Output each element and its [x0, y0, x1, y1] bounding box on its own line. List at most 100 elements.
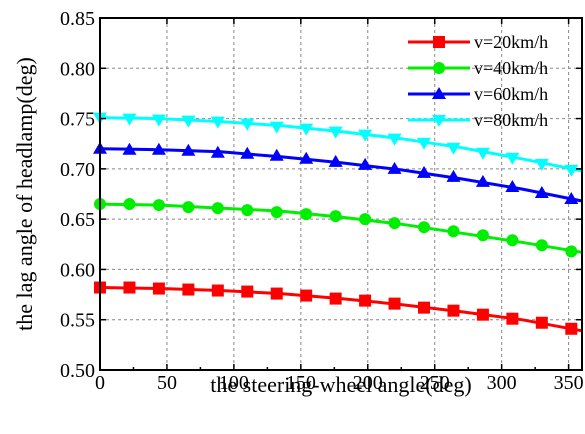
data-point	[387, 133, 402, 146]
x-tick-label: 350	[554, 372, 584, 394]
x-tick-label: 100	[219, 372, 249, 394]
data-point	[299, 123, 314, 136]
data-point	[506, 234, 519, 247]
data-point	[241, 204, 254, 217]
x-tick-label: 50	[157, 372, 177, 394]
data-point	[564, 192, 579, 205]
data-point	[329, 210, 342, 223]
y-tick-label: 0.65	[60, 209, 95, 231]
data-point	[240, 146, 255, 159]
series-3	[93, 141, 583, 205]
legend-entry: v=40km/h	[408, 58, 548, 78]
data-point	[417, 137, 432, 150]
data-point	[240, 118, 255, 131]
x-tick-label: 300	[487, 372, 517, 394]
legend-marker	[433, 62, 445, 74]
data-point	[269, 148, 284, 161]
series-lines	[93, 112, 583, 335]
x-tick-label: 0	[95, 372, 105, 394]
data-point	[122, 142, 137, 155]
data-point	[417, 165, 432, 178]
data-point	[151, 114, 166, 127]
data-point	[329, 292, 342, 305]
y-tick-label: 0.60	[60, 259, 95, 281]
data-point	[535, 316, 548, 329]
data-point	[182, 201, 195, 214]
data-point	[387, 161, 402, 174]
legend-marker	[433, 36, 445, 48]
legend-entry: v=20km/h	[408, 32, 548, 52]
data-point	[270, 287, 283, 300]
data-point	[328, 154, 343, 167]
data-point	[447, 225, 460, 238]
y-tick-label: 0.80	[60, 58, 95, 80]
plot-frame	[99, 17, 583, 371]
legend-label: v=20km/h	[474, 32, 548, 52]
data-point	[359, 213, 372, 226]
data-point	[565, 245, 578, 258]
data-point	[270, 206, 283, 219]
x-tick-label: 150	[286, 372, 316, 394]
data-point	[123, 281, 136, 294]
data-point	[446, 142, 461, 155]
data-point	[211, 284, 224, 297]
y-tick-label: 0.70	[60, 159, 95, 181]
legend-label: v=40km/h	[474, 58, 548, 78]
data-point	[269, 121, 284, 134]
data-point	[505, 179, 520, 192]
data-point	[506, 312, 519, 325]
legend-entry: v=80km/h	[408, 110, 548, 130]
data-point	[565, 322, 578, 335]
data-point	[388, 217, 401, 230]
legend-label: v=80km/h	[474, 110, 548, 130]
data-point	[123, 198, 136, 211]
data-point	[210, 145, 225, 158]
data-point	[388, 297, 401, 310]
legend-marker	[432, 87, 446, 99]
legend-entry: v=60km/h	[408, 84, 548, 104]
y-tick-label: 0.50	[60, 360, 95, 382]
data-point	[328, 126, 343, 139]
data-point	[152, 199, 165, 212]
data-point	[476, 308, 489, 321]
series-1	[94, 281, 583, 335]
data-point	[447, 304, 460, 317]
series-line	[99, 116, 583, 173]
legend-label: v=60km/h	[474, 84, 548, 104]
data-point	[300, 208, 313, 221]
data-point	[359, 294, 372, 307]
data-point	[476, 229, 489, 242]
data-point	[534, 185, 549, 198]
y-axis-title: the lag angle of headlamp(deg)	[12, 57, 37, 331]
x-tick-label: 200	[353, 372, 383, 394]
data-point	[564, 164, 579, 177]
data-point	[300, 289, 313, 302]
data-point	[475, 147, 490, 160]
data-point	[241, 285, 254, 298]
data-point	[418, 301, 431, 314]
legend-marker	[432, 115, 446, 127]
data-point	[181, 143, 196, 156]
x-tick-label: 250	[420, 372, 450, 394]
data-point	[299, 151, 314, 164]
data-point	[152, 282, 165, 295]
data-point	[418, 221, 431, 234]
y-tick-label: 0.55	[60, 310, 95, 332]
data-point	[358, 129, 373, 142]
series-2	[94, 198, 583, 258]
axis-ticks: 0 50 100 150 200 250 300 350 0.50 0.55 0.60 0.65 0.7…	[60, 8, 584, 394]
data-point	[181, 115, 196, 128]
data-point	[151, 142, 166, 155]
data-point	[210, 116, 225, 129]
data-point	[122, 113, 137, 126]
data-point	[475, 174, 490, 187]
data-point	[505, 152, 520, 165]
data-point	[534, 158, 549, 171]
x-axis-title: the steering-wheel angle(deg)	[210, 372, 471, 397]
y-tick-label: 0.75	[60, 109, 95, 131]
data-point	[358, 157, 373, 170]
y-tick-label: 0.85	[60, 8, 95, 30]
data-point	[211, 202, 224, 215]
data-point	[182, 283, 195, 296]
